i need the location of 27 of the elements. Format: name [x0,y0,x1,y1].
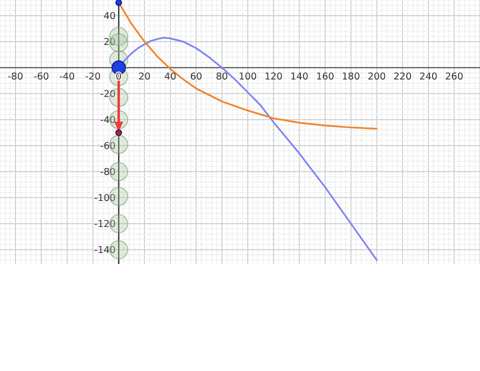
y-tick-label: -80 [100,167,116,178]
x-tick-label: -60 [34,72,50,83]
y-tick-label: -60 [100,141,116,152]
y-tick-label: -120 [94,219,116,230]
y-tick-label: -40 [100,115,116,126]
x-tick-label: 260 [445,72,464,83]
x-tick-label: 140 [290,72,308,83]
y-tick-label: -20 [100,89,116,100]
x-tick-label: 40 [164,72,176,83]
y-tick-label: -140 [94,245,116,256]
x-tick-label: 80 [216,72,228,83]
x-tick-label: 20 [138,72,151,83]
x-tick-label: 0 [116,72,122,83]
x-tick-label: -40 [59,72,75,83]
x-tick-label: 220 [394,72,412,83]
x-tick-label: 240 [419,72,438,83]
y-tick-label: -100 [94,193,116,204]
x-tick-label: 100 [238,72,257,83]
x-tick-label: -80 [8,72,24,83]
x-tick-label: 60 [190,72,202,83]
x-tick-label: 160 [316,72,334,83]
y-tick-label: 20 [104,37,116,48]
x-tick-label: -20 [85,72,101,83]
x-tick-label: 180 [342,72,360,83]
y-tick-label: 40 [104,11,116,22]
x-tick-label: 120 [264,72,283,83]
x-tick-label: 200 [368,72,386,83]
